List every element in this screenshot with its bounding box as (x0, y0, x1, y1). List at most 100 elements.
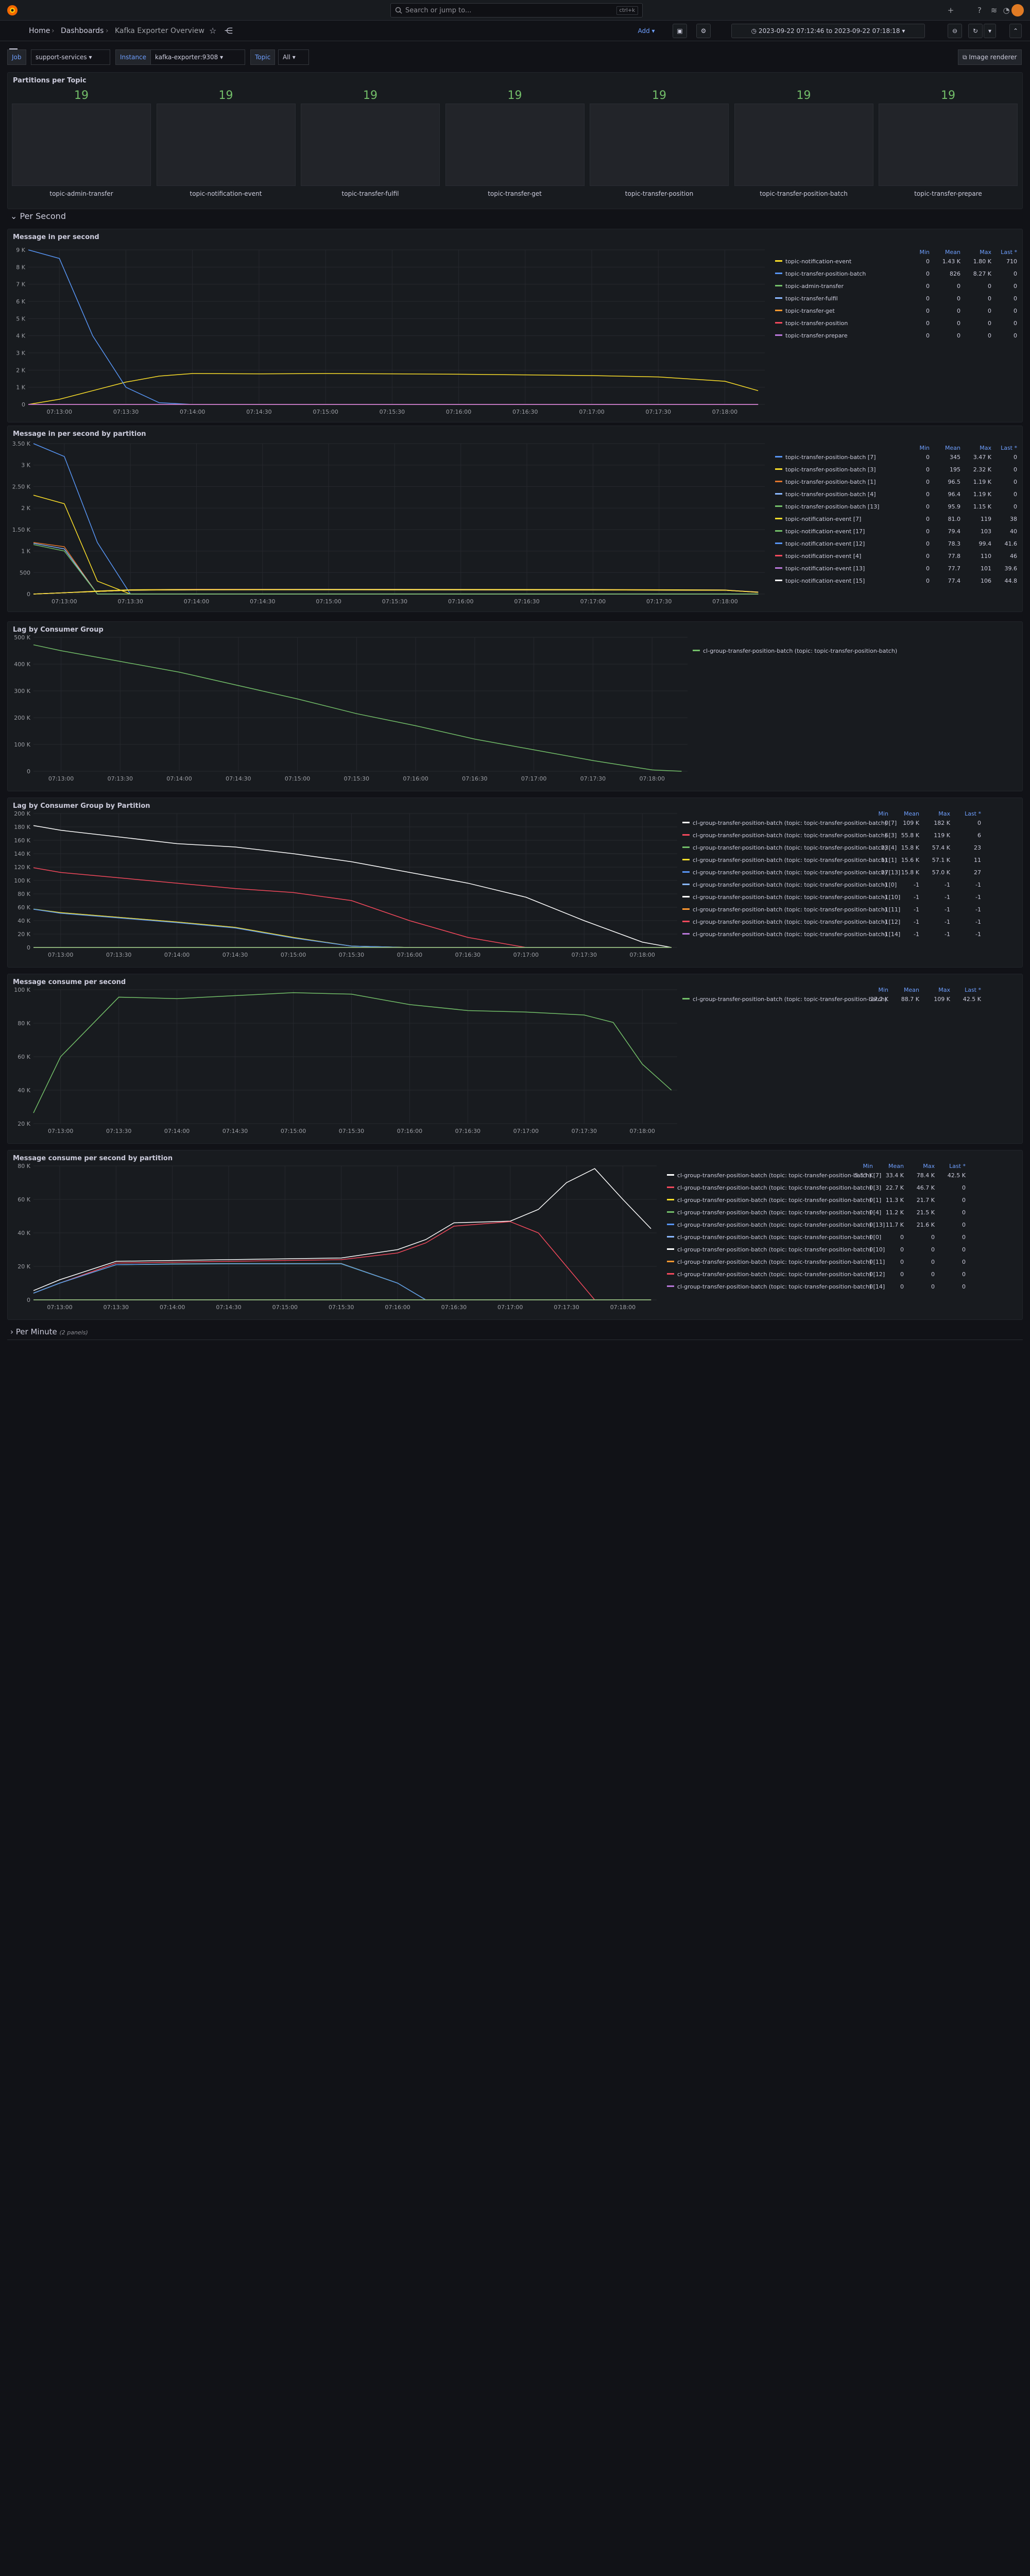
legend-series-name[interactable]: cl-group-transfer-position-batch (topic:… (677, 1259, 885, 1265)
x-tick-label: 07:14:30 (246, 409, 271, 415)
legend-header[interactable]: Min (919, 445, 930, 451)
legend-series-name[interactable]: cl-group-transfer-position-batch (topic:… (693, 931, 900, 938)
legend-value-mean: 81.0 (948, 516, 961, 522)
legend-header[interactable]: Last * (1001, 249, 1017, 256)
legend-series-name[interactable]: cl-group-transfer-position-batch (topic:… (677, 1283, 885, 1290)
legend-header[interactable]: Max (980, 445, 991, 451)
y-tick-label: 40 K (18, 918, 30, 924)
legend-series-name[interactable]: cl-group-transfer-position-batch (topic:… (693, 844, 897, 851)
y-tick-label: 80 K (18, 891, 30, 897)
legend-series-name[interactable]: topic-notification-event [17] (785, 528, 865, 535)
legend-series-name[interactable]: cl-group-transfer-position-batch (topic:… (677, 1222, 885, 1228)
legend-series-name[interactable]: cl-group-transfer-position-batch (topic:… (677, 1172, 881, 1179)
legend-series-name[interactable]: cl-group-transfer-position-batch (topic:… (693, 832, 897, 839)
legend-header[interactable]: Max (938, 987, 950, 993)
legend-series-name[interactable]: cl-group-transfer-position-batch (topic:… (703, 648, 897, 654)
legend-series-name[interactable]: topic-admin-transfer (785, 283, 844, 290)
news-icon[interactable]: ◔ (1003, 6, 1010, 15)
legend-series-name[interactable]: topic-transfer-position-batch [7] (785, 454, 876, 461)
image-renderer-button[interactable]: ⧉ Image renderer (958, 49, 1022, 65)
variable-select-job[interactable]: support-services ▾ (31, 49, 110, 65)
variable-select-instance[interactable]: kafka-exporter:9308 ▾ (150, 49, 245, 65)
legend-header[interactable]: Mean (904, 810, 919, 817)
legend-header[interactable]: Last * (965, 987, 981, 993)
legend-value-max: 78.4 K (917, 1172, 935, 1179)
legend-series-name[interactable]: cl-group-transfer-position-batch (topic:… (693, 869, 900, 876)
legend-series-name[interactable]: cl-group-transfer-position-batch (topic:… (693, 882, 897, 888)
legend-series-name[interactable]: topic-transfer-position-batch [13] (785, 503, 879, 510)
legend-series-name[interactable]: topic-transfer-position-batch (785, 270, 866, 277)
legend-value-min: 0 (926, 578, 930, 584)
row-per-minute[interactable]: › Per Minute (2 panels) (10, 1327, 88, 1336)
legend-header[interactable]: Mean (904, 987, 919, 993)
time-range-picker[interactable]: ◷ 2023-09-22 07:12:46 to 2023-09-22 07:1… (731, 24, 925, 38)
legend-series-name[interactable]: cl-group-transfer-position-batch (topic:… (693, 996, 887, 1003)
y-tick-label: 20 K (18, 1263, 30, 1270)
legend-series-name[interactable]: cl-group-transfer-position-batch (topic:… (693, 820, 897, 826)
legend-series-name[interactable]: cl-group-transfer-position-batch (topic:… (677, 1271, 885, 1278)
refresh-interval-dropdown[interactable]: ▾ (984, 24, 996, 38)
legend-header[interactable]: Min (878, 810, 888, 817)
legend-series-name[interactable]: topic-transfer-position-batch [3] (785, 466, 876, 473)
legend-series-name[interactable]: cl-group-transfer-position-batch (topic:… (693, 894, 900, 901)
legend-value-mean: 0 (900, 1234, 904, 1241)
legend-series-name[interactable]: cl-group-transfer-position-batch (topic:… (677, 1197, 881, 1204)
legend-header[interactable]: Max (980, 249, 991, 256)
avatar[interactable] (1011, 4, 1024, 16)
legend-series-name[interactable]: topic-transfer-position-batch [1] (785, 479, 876, 485)
star-icon[interactable]: ☆ (209, 26, 217, 36)
zoom-out-icon[interactable]: ⊖ (948, 24, 962, 38)
legend-header[interactable]: Last * (965, 810, 981, 817)
breadcrumb-dashboards[interactable]: Dashboards (61, 27, 104, 35)
legend-series-name[interactable]: cl-group-transfer-position-batch (topic:… (677, 1209, 881, 1216)
x-tick-label: 07:15:30 (344, 775, 369, 782)
rss-icon[interactable]: ≋ (990, 6, 998, 15)
legend-series-name[interactable]: topic-notification-event [7] (785, 516, 861, 522)
y-tick-label: 40 K (18, 1230, 30, 1236)
plus-icon[interactable]: + (947, 6, 954, 15)
legend-header[interactable]: Mean (888, 1163, 904, 1170)
legend-header[interactable]: Last * (949, 1163, 966, 1170)
legend-series-name[interactable]: cl-group-transfer-position-batch (topic:… (693, 906, 900, 913)
search-input[interactable]: Search or jump to... ctrl+k (390, 3, 643, 18)
help-icon[interactable]: ? (977, 6, 982, 15)
variable-select-topic[interactable]: All ▾ (278, 49, 309, 65)
row-per-second[interactable]: ⌄ Per Second (10, 211, 66, 221)
breadcrumb-home[interactable]: Home (29, 27, 50, 35)
legend-series-name[interactable]: cl-group-transfer-position-batch (topic:… (677, 1234, 881, 1241)
collapse-icon[interactable]: ⌃ (1009, 24, 1022, 38)
x-tick-label: 07:14:00 (166, 775, 192, 782)
legend-series-name[interactable]: topic-notification-event [12] (785, 540, 865, 547)
legend-series-name[interactable]: cl-group-transfer-position-batch (topic:… (677, 1184, 881, 1191)
save-icon[interactable]: ▣ (673, 24, 687, 38)
legend-header[interactable]: Mean (945, 445, 960, 451)
legend-value-min: 27 (881, 869, 888, 876)
legend-series-name[interactable]: topic-transfer-position (785, 320, 848, 327)
legend-series-name[interactable]: topic-notification-event [4] (785, 553, 861, 560)
legend-series-name[interactable]: cl-group-transfer-position-batch (topic:… (677, 1246, 885, 1253)
y-tick-label: 9 K (16, 247, 25, 253)
add-button[interactable]: Add ▾ (638, 27, 655, 35)
legend-series-name[interactable]: topic-transfer-get (785, 308, 835, 314)
legend-header[interactable]: Mean (945, 249, 960, 256)
legend-header[interactable]: Max (923, 1163, 935, 1170)
legend-series-name[interactable]: topic-transfer-fulfil (785, 295, 838, 302)
share-icon[interactable]: ⋲ (225, 26, 233, 36)
legend-header[interactable]: Min (919, 249, 930, 256)
legend-series-name[interactable]: cl-group-transfer-position-batch (topic:… (693, 857, 897, 863)
grafana-logo-icon[interactable] (6, 4, 19, 16)
legend-series-name[interactable]: topic-transfer-prepare (785, 332, 848, 339)
legend-header[interactable]: Max (938, 810, 950, 817)
legend-series-name[interactable]: topic-transfer-position-batch [4] (785, 491, 876, 498)
legend-value-mean: 0 (900, 1259, 904, 1265)
legend-series-name[interactable]: topic-notification-event [13] (785, 565, 865, 572)
legend-series-name[interactable]: topic-notification-event [15] (785, 578, 865, 584)
settings-gear-icon[interactable]: ⚙ (696, 24, 711, 38)
legend-header[interactable]: Last * (1001, 445, 1017, 451)
legend-value-max: 0 (931, 1271, 935, 1278)
legend-series-name[interactable]: topic-notification-event (785, 258, 852, 265)
legend-header[interactable]: Min (863, 1163, 873, 1170)
legend-series-name[interactable]: cl-group-transfer-position-batch (topic:… (693, 919, 900, 925)
refresh-icon[interactable]: ↻ (968, 24, 983, 38)
legend-header[interactable]: Min (878, 987, 888, 993)
